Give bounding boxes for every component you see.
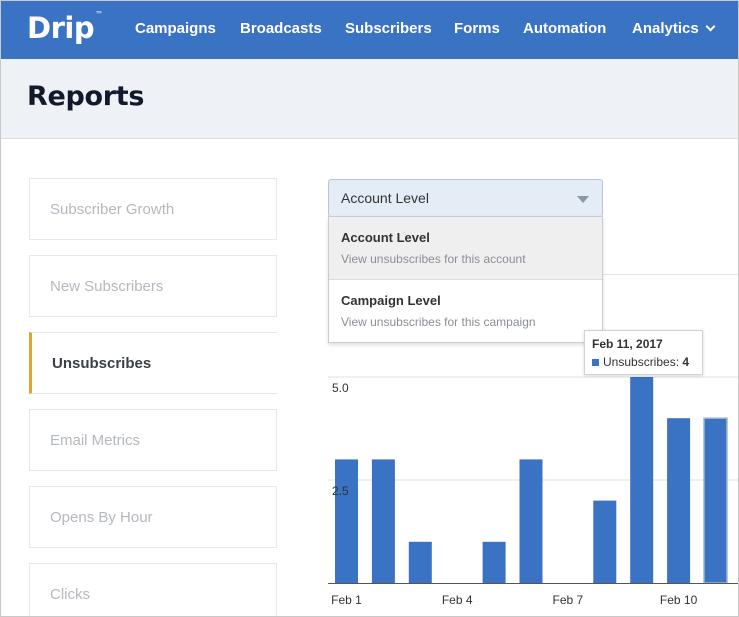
level-dropdown-menu: Account Level View unsubscribes for this…	[328, 216, 603, 343]
bar-feb-10	[667, 418, 691, 583]
y-tick-label: 5.0	[332, 381, 349, 395]
sidebar-item-label: Email Metrics	[50, 432, 141, 449]
level-select-value: Account Level	[341, 190, 429, 206]
x-tick-label: Feb 1	[331, 593, 362, 607]
option-title: Account Level	[341, 230, 430, 245]
option-description: View unsubscribes for this campaign	[341, 315, 536, 329]
sidebar-item-email-metrics[interactable]: Email Metrics	[29, 409, 277, 471]
bar-feb-11	[703, 417, 728, 584]
option-account-level[interactable]: Account Level View unsubscribes for this…	[329, 217, 602, 280]
sidebar-item-opens-by-hour[interactable]: Opens By Hour	[29, 486, 277, 548]
bar-feb-5	[482, 541, 506, 583]
logo-text: Drip	[27, 11, 95, 45]
nav-subscribers[interactable]: Subscribers	[345, 20, 432, 37]
y-tick-label: 2.5	[332, 484, 349, 498]
chart-tooltip: Feb 11, 2017 Unsubscribes: 4	[584, 330, 703, 375]
nav-forms[interactable]: Forms	[454, 20, 500, 37]
bar-feb-6	[519, 459, 543, 583]
top-navigation: Drip™ Campaigns Broadcasts Subscribers F…	[1, 1, 738, 59]
nav-campaigns[interactable]: Campaigns	[135, 20, 216, 37]
sidebar-item-clicks[interactable]: Clicks	[29, 563, 277, 616]
nav-analytics[interactable]: Analytics	[632, 20, 716, 37]
x-tick-label: Feb 7	[553, 593, 584, 607]
logo-trademark: ™	[95, 10, 103, 20]
caret-down-icon	[577, 196, 589, 203]
bar-feb-9	[630, 377, 654, 583]
nav-broadcasts[interactable]: Broadcasts	[240, 20, 322, 37]
page-header: Reports	[1, 59, 738, 139]
tooltip-row: Unsubscribes: 4	[592, 355, 689, 369]
level-select[interactable]: Account Level	[328, 179, 603, 217]
bar-feb-2	[371, 459, 395, 583]
page-title: Reports	[27, 81, 145, 112]
sidebar-item-unsubscribes[interactable]: Unsubscribes	[29, 332, 277, 394]
sidebar-item-new-subscribers[interactable]: New Subscribers	[29, 255, 277, 317]
option-title: Campaign Level	[341, 293, 441, 308]
bar-feb-1	[335, 459, 358, 583]
option-description: View unsubscribes for this account	[341, 252, 526, 266]
nav-automation[interactable]: Automation	[523, 20, 607, 37]
x-tick-label: Feb 4	[442, 593, 473, 607]
tooltip-series-label: Unsubscribes:	[603, 355, 680, 369]
bar-feb-8	[593, 500, 617, 583]
sidebar-item-label: Clicks	[50, 586, 90, 603]
x-tick-label: Feb 10	[660, 593, 698, 607]
sidebar-item-label: Unsubscribes	[52, 355, 152, 372]
drip-logo[interactable]: Drip™	[27, 10, 103, 45]
sidebar-item-label: Subscriber Growth	[50, 201, 175, 218]
tooltip-date: Feb 11, 2017	[592, 337, 663, 351]
sidebar-item-label: Opens By Hour	[50, 509, 153, 526]
bar-feb-3	[408, 541, 432, 583]
series-swatch	[592, 359, 599, 366]
nav-analytics-label: Analytics	[632, 20, 699, 37]
sidebar-item-subscriber-growth[interactable]: Subscriber Growth	[29, 178, 277, 240]
tooltip-value: 4	[682, 355, 690, 369]
option-campaign-level[interactable]: Campaign Level View unsubscribes for thi…	[329, 280, 602, 343]
sidebar-item-label: New Subscribers	[50, 278, 164, 295]
